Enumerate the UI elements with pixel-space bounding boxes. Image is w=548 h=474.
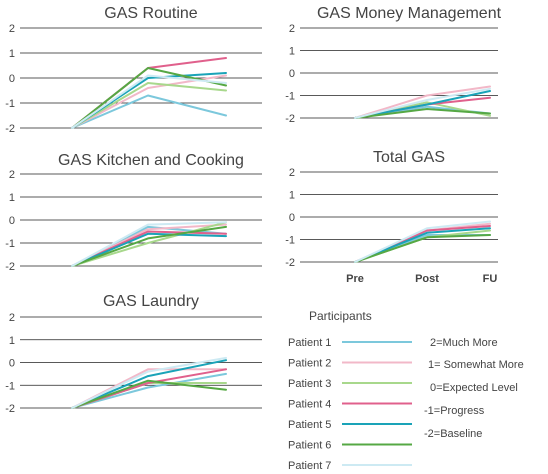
legend-item-patient-6: Patient 6 (288, 440, 412, 452)
series-line-patient-3 (71, 82, 227, 129)
y-tick-label: -1 (5, 98, 15, 110)
y-tick-label: 1 (9, 48, 15, 60)
legend-item-patient-3: Patient 3 (288, 378, 412, 390)
y-tick-label: -1 (5, 380, 15, 392)
y-tick-label: 0 (9, 358, 15, 370)
chart-panel-total-gas: Total GAS 2 1 0 -1 -2 Pre Post FU (285, 149, 498, 285)
scale-note: 0=Expected Level (430, 382, 518, 394)
series-line-patient-3 (71, 221, 227, 267)
series-line-patient-5 (71, 232, 227, 267)
y-tick-label: 0 (9, 215, 15, 227)
legend-label: Patient 3 (288, 378, 331, 390)
chart-title: Total GAS (373, 149, 445, 166)
y-tick-label: 1 (9, 335, 15, 347)
series-line-patient-5 (71, 359, 227, 409)
y-tick-label: 2 (9, 169, 15, 181)
scale-note: -1=Progress (424, 405, 485, 417)
legend-label: Patient 7 (288, 460, 331, 472)
y-tick-label: 0 (289, 212, 295, 224)
legend-item-patient-4: Patient 4 (288, 399, 412, 411)
y-tick-label: 0 (289, 68, 295, 80)
y-tick-label: 1 (9, 192, 15, 204)
legend-item-patient-5: Patient 5 (288, 419, 412, 431)
chart-panel-gas-laundry: GAS Laundry 2 1 0 -1 -2 (5, 293, 262, 415)
chart-title: GAS Kitchen and Cooking (58, 152, 244, 169)
series-line-patient-7 (71, 221, 227, 267)
chart-title: GAS Routine (104, 5, 197, 22)
y-tick-label: 2 (289, 23, 295, 35)
chart-panel-gas-kitchen-and-cooking: GAS Kitchen and Cooking 2 1 0 -1 -2 (5, 152, 262, 273)
y-tick-label: 2 (289, 167, 295, 179)
legend-label: Patient 5 (288, 419, 331, 431)
legend-label: Patient 4 (288, 399, 331, 411)
y-tick-label: 2 (9, 23, 15, 35)
series-line-patient-7 (354, 220, 491, 263)
legend-title: Participants (309, 309, 372, 323)
y-tick-label: 1 (289, 46, 295, 58)
series-line-patient-5 (354, 90, 491, 119)
legend: Participants Patient 1 Patient 2 Patient 3 P… (288, 309, 524, 472)
series-line-patient-7 (354, 87, 491, 119)
y-tick-label: -2 (5, 261, 15, 273)
y-tick-label: -2 (285, 257, 295, 269)
y-tick-label: -2 (5, 123, 15, 135)
y-tick-label: -2 (285, 113, 295, 125)
y-tick-label: -1 (5, 238, 15, 250)
scale-note: 1= Somewhat More (428, 359, 524, 371)
x-tick-label: Pre (346, 273, 364, 285)
legend-item-patient-1: Patient 1 (288, 337, 412, 349)
series-line-patient-6 (71, 379, 227, 409)
series-line-patient-6 (354, 234, 491, 263)
legend-item-patient-2: Patient 2 (288, 358, 412, 370)
legend-label: Patient 1 (288, 337, 331, 349)
series-line-patient-7 (71, 356, 227, 409)
chart-title: GAS Laundry (103, 293, 199, 310)
chart-title: GAS Money Management (317, 5, 502, 22)
scale-note: 2=Much More (430, 337, 498, 349)
chart-panel-gas-money-management: GAS Money Management 2 1 0 -1 -2 (285, 5, 501, 125)
series-line-patient-7 (71, 74, 227, 129)
x-tick-label: Post (415, 273, 439, 285)
series-line-patient-6 (354, 108, 491, 119)
legend-label: Patient 6 (288, 440, 331, 452)
y-tick-label: 2 (9, 312, 15, 324)
y-tick-label: 1 (289, 190, 295, 202)
chart-panel-gas-routine: GAS Routine 2 1 0 -1 -2 (5, 5, 262, 135)
x-tick-label: FU (483, 273, 498, 285)
series-line-patient-1 (71, 94, 227, 129)
series-line-patient-6 (71, 225, 227, 267)
y-tick-label: -1 (285, 91, 295, 103)
scale-note: -2=Baseline (424, 428, 482, 440)
y-tick-label: 0 (9, 73, 15, 85)
series-line-patient-5 (354, 227, 491, 263)
series-line-patient-2 (354, 85, 491, 119)
legend-label: Patient 2 (288, 358, 331, 370)
series-line-patient-4 (71, 230, 227, 267)
y-tick-label: -1 (285, 235, 295, 247)
series-line-patient-1 (71, 372, 227, 409)
legend-item-patient-7: Patient 7 (288, 460, 412, 472)
y-tick-label: -2 (5, 403, 15, 415)
